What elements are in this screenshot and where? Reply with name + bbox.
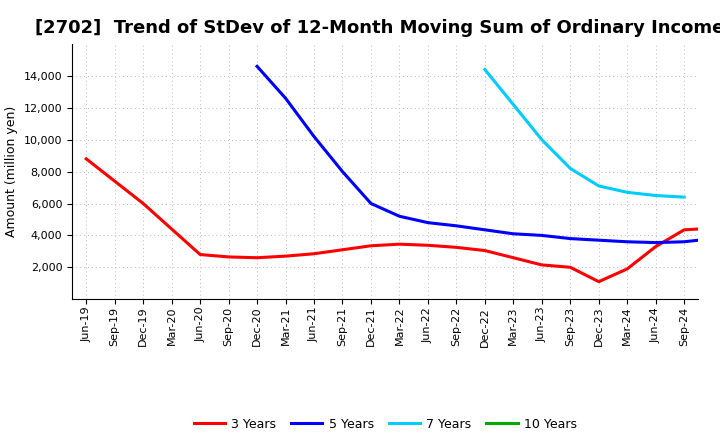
5 Years xyxy=(338,169,347,174)
3 Years xyxy=(452,245,461,250)
5 Years xyxy=(652,240,660,245)
Line: 5 Years: 5 Years xyxy=(257,66,720,242)
3 Years xyxy=(509,255,518,260)
3 Years xyxy=(595,279,603,284)
5 Years xyxy=(595,238,603,243)
3 Years xyxy=(480,248,489,253)
Legend: 3 Years, 5 Years, 7 Years, 10 Years: 3 Years, 5 Years, 7 Years, 10 Years xyxy=(189,413,582,436)
3 Years xyxy=(623,266,631,271)
Title: [2702]  Trend of StDev of 12-Month Moving Sum of Ordinary Incomes: [2702] Trend of StDev of 12-Month Moving… xyxy=(35,19,720,37)
5 Years xyxy=(480,227,489,232)
7 Years xyxy=(595,183,603,189)
3 Years xyxy=(566,265,575,270)
7 Years xyxy=(480,67,489,72)
3 Years xyxy=(366,243,375,249)
3 Years xyxy=(282,253,290,259)
7 Years xyxy=(623,190,631,195)
5 Years xyxy=(452,223,461,228)
5 Years xyxy=(366,201,375,206)
7 Years xyxy=(509,102,518,107)
3 Years xyxy=(82,156,91,161)
5 Years xyxy=(566,236,575,241)
3 Years xyxy=(167,226,176,231)
5 Years xyxy=(708,236,717,241)
7 Years xyxy=(566,166,575,171)
3 Years xyxy=(310,251,318,257)
3 Years xyxy=(708,226,717,231)
3 Years xyxy=(423,242,432,248)
Line: 3 Years: 3 Years xyxy=(86,159,713,282)
5 Years xyxy=(623,239,631,245)
3 Years xyxy=(139,201,148,206)
3 Years xyxy=(196,252,204,257)
5 Years xyxy=(395,214,404,219)
7 Years xyxy=(652,193,660,198)
5 Years xyxy=(310,134,318,139)
5 Years xyxy=(537,233,546,238)
3 Years xyxy=(253,255,261,260)
Line: 7 Years: 7 Years xyxy=(485,70,684,197)
5 Years xyxy=(423,220,432,225)
5 Years xyxy=(253,64,261,69)
3 Years xyxy=(652,244,660,249)
5 Years xyxy=(509,231,518,236)
3 Years xyxy=(537,262,546,268)
3 Years xyxy=(338,247,347,253)
7 Years xyxy=(680,194,688,200)
3 Years xyxy=(395,242,404,247)
3 Years xyxy=(110,179,119,184)
7 Years xyxy=(537,137,546,142)
3 Years xyxy=(225,254,233,260)
5 Years xyxy=(282,95,290,101)
3 Years xyxy=(680,227,688,232)
5 Years xyxy=(680,239,688,245)
Y-axis label: Amount (million yen): Amount (million yen) xyxy=(5,106,18,237)
